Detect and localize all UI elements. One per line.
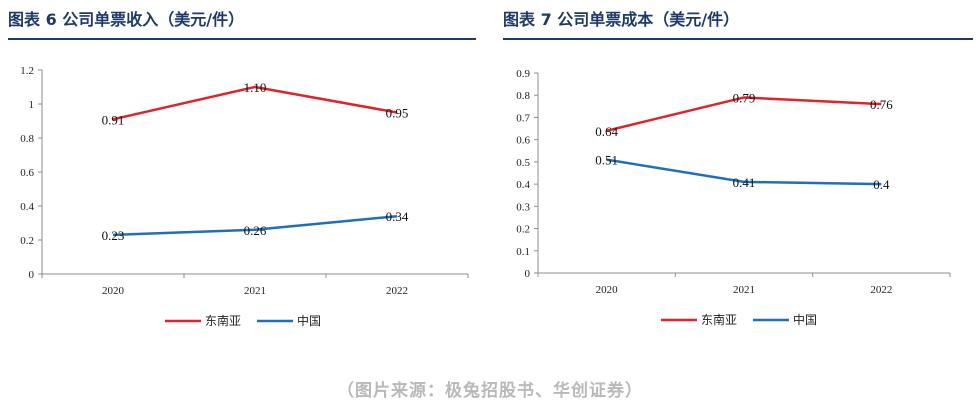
data-label: 0.51: [595, 153, 618, 168]
y-tick-label: 0.1: [516, 246, 530, 258]
series-line-0: [606, 96, 882, 132]
source-note: （图片来源：极兔招股书、华创证券）: [337, 381, 643, 401]
y-tick-label: 0.4: [20, 201, 34, 213]
chart-title: 图表 6 公司单票收入（美元/件）: [8, 10, 245, 29]
series-line-1: [606, 158, 882, 186]
chart-title: 图表 7 公司单票成本（美元/件）: [503, 10, 740, 29]
series-line-1: [112, 214, 398, 237]
y-tick-label: 0.8: [516, 90, 530, 102]
x-tick-label: 2020: [596, 284, 619, 296]
data-label: 0.23: [102, 228, 125, 243]
y-tick-label: 0.6: [20, 167, 34, 179]
x-tick-label: 2022: [386, 285, 408, 297]
x-tick-label: 2021: [733, 284, 755, 296]
data-label: 0.34: [386, 209, 409, 224]
data-label: 0.91: [102, 112, 125, 127]
data-label: 0.79: [733, 90, 756, 105]
y-tick-label: 0: [525, 268, 531, 280]
legend-label-1: 中国: [297, 313, 321, 328]
data-label: 0.4: [873, 177, 890, 192]
y-tick-label: 0.7: [516, 112, 530, 124]
legend-label-0: 东南亚: [701, 312, 737, 327]
y-tick-label: 0.3: [516, 201, 530, 213]
x-tick-label: 2021: [244, 285, 266, 297]
y-tick-label: 0.9: [516, 68, 530, 80]
y-tick-label: 0.6: [516, 135, 530, 147]
title-divider: [8, 38, 476, 40]
y-tick-label: 0.2: [20, 235, 34, 247]
y-tick-label: 0: [29, 269, 35, 281]
legend-label-1: 中国: [793, 312, 817, 327]
y-tick-label: 0.5: [516, 157, 530, 169]
x-tick-label: 2022: [870, 284, 892, 296]
legend-label-0: 东南亚: [205, 313, 241, 328]
y-tick-label: 1: [29, 99, 35, 111]
data-label: 1.10: [244, 80, 267, 95]
data-label: 0.95: [386, 106, 409, 121]
y-tick-label: 0.2: [516, 224, 530, 236]
data-label: 0.76: [870, 97, 893, 112]
data-label: 0.26: [244, 223, 267, 238]
y-tick-label: 0.4: [516, 179, 530, 191]
y-tick-label: 0.8: [20, 133, 34, 145]
x-tick-label: 2020: [102, 285, 125, 297]
title-divider: [503, 38, 973, 40]
data-label: 0.64: [595, 124, 618, 139]
y-tick-label: 1.2: [20, 65, 34, 77]
data-label: 0.41: [733, 175, 756, 190]
series-line-0: [112, 85, 398, 121]
